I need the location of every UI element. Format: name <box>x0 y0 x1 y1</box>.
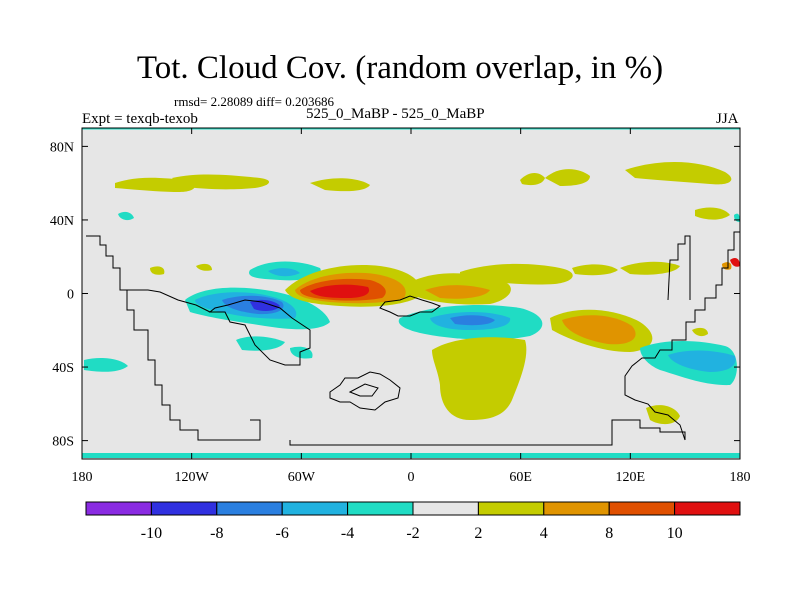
fill-blob <box>692 327 708 337</box>
fill-blob <box>425 285 490 299</box>
fill-blob <box>668 350 736 372</box>
colorbar-label: -4 <box>341 525 354 542</box>
contour-fills <box>82 161 740 458</box>
coastline-south-america <box>208 299 311 366</box>
fill-blob <box>545 169 590 186</box>
fill-blob <box>172 174 270 190</box>
y-tick-label: 0 <box>67 288 74 303</box>
x-tick-label: 120E <box>616 470 646 485</box>
x-tick-label: 0 <box>408 470 415 485</box>
fill-blob <box>562 315 636 345</box>
fill-blob <box>450 315 495 326</box>
colorbar-swatch <box>674 501 741 516</box>
fill-blob <box>115 177 196 192</box>
fill-blob <box>310 284 370 298</box>
coastline-antarctica <box>289 419 686 446</box>
fill-blob <box>236 336 285 351</box>
chart-title: Tot. Cloud Cov. (random overlap, in %) <box>136 50 664 86</box>
stats-line: rmsd= 2.28089 diff= 0.203686 <box>174 94 334 109</box>
colorbar-swatch <box>281 501 349 516</box>
colorbar-label: -6 <box>276 525 289 542</box>
fill-blob <box>460 263 573 285</box>
fill-blob <box>625 161 732 185</box>
colorbar-swatch <box>150 501 218 516</box>
colorbar-swatch <box>477 501 545 516</box>
fill-blob <box>646 405 680 425</box>
colorbar-swatch <box>543 501 610 516</box>
colorbar-swatch <box>85 501 152 516</box>
colorbar-label: 8 <box>605 525 613 542</box>
coastline-island-inner <box>348 383 379 397</box>
fill-blob <box>572 264 618 276</box>
fill-blob <box>310 178 370 192</box>
axes: 180 120W 60W 0 60E 120E 180 80N 40N 0 40S 80S <box>50 128 751 485</box>
x-tick-label: 180 <box>72 470 93 485</box>
x-tick-label: 60E <box>509 470 532 485</box>
y-tick-label: 40N <box>50 214 74 229</box>
case-label: 525_0_MaBP - 525_0_MaBP <box>306 106 485 122</box>
x-tick-label: 120W <box>175 470 210 485</box>
season-label: JJA <box>716 111 739 127</box>
fill-blob <box>196 263 212 271</box>
fill-blob <box>695 207 730 220</box>
x-tick-label: 60W <box>288 470 316 485</box>
fill-blob <box>250 299 280 311</box>
coastline-east <box>624 231 740 441</box>
map-panel <box>81 127 741 460</box>
coastline-central-america <box>120 289 211 313</box>
colorbar-label: 2 <box>474 525 482 542</box>
colorbar-label: 10 <box>667 525 683 542</box>
coastlines <box>86 231 740 446</box>
colorbar-label: -10 <box>141 525 162 542</box>
y-tick-label: 80N <box>50 140 74 155</box>
coastline-americas <box>86 235 261 441</box>
y-tick-label: 40S <box>52 361 74 376</box>
fill-blob <box>84 358 128 372</box>
colorbar-swatch <box>608 501 676 516</box>
fill-blob <box>432 337 527 420</box>
experiment-label: Expt = texqb-texob <box>82 111 198 127</box>
coastline-island <box>329 371 401 411</box>
fill-blob <box>150 266 165 275</box>
fill-blob <box>268 268 300 277</box>
colorbar-label: 4 <box>540 525 548 542</box>
coastline-africa <box>379 295 442 317</box>
fill-blob <box>620 261 680 275</box>
colorbar: -10 -8 -6 -4 -2 2 4 8 10 <box>85 501 741 542</box>
coastline-east-upper <box>667 235 691 301</box>
colorbar-label: -2 <box>406 525 419 542</box>
colorbar-swatch <box>216 501 283 516</box>
fill-blob <box>520 173 545 186</box>
x-tick-label: 180 <box>730 470 751 485</box>
fill-blob <box>730 258 740 267</box>
colorbar-swatch <box>412 501 479 516</box>
colorbar-label: -8 <box>210 525 223 542</box>
colorbar-swatch <box>347 501 414 516</box>
fill-blob <box>118 211 134 221</box>
y-tick-label: 80S <box>52 435 74 450</box>
